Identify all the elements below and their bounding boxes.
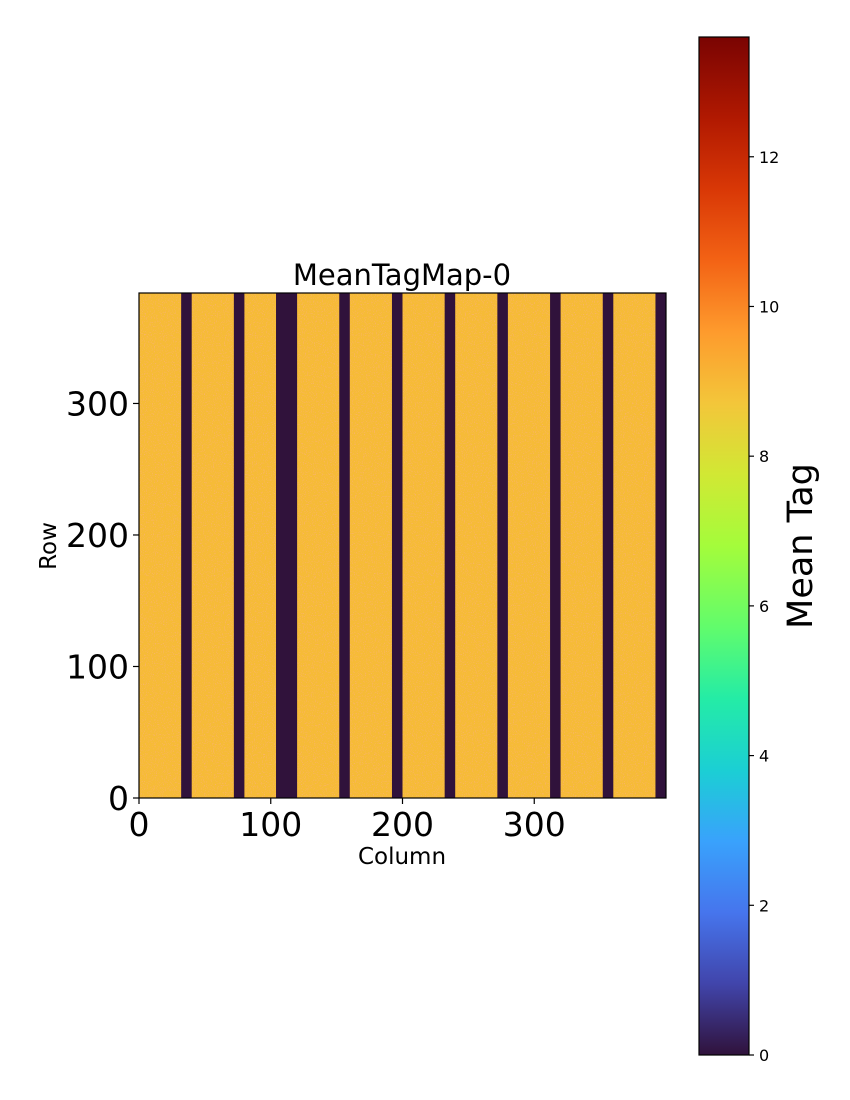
zero-column-band xyxy=(655,293,666,798)
colorbar-tick-label: 10 xyxy=(759,297,779,316)
colorbar-label: Mean Tag xyxy=(781,463,821,629)
x-axis-label: Column xyxy=(358,844,446,870)
zero-column-band xyxy=(391,293,403,798)
zero-column-band xyxy=(276,293,298,798)
zero-column-band xyxy=(602,293,614,798)
colorbar-ticks: 0 2 4 6 8 10 12 xyxy=(749,148,779,1065)
y-tick-label: 200 xyxy=(66,516,129,555)
zero-columns xyxy=(181,293,666,798)
colorbar-tick-label: 12 xyxy=(759,148,779,167)
zero-column-band xyxy=(550,293,561,798)
x-tick-label: 300 xyxy=(503,805,566,844)
colorbar-tick-label: 2 xyxy=(759,896,769,915)
zero-column-band xyxy=(233,293,245,798)
zero-column-band xyxy=(339,293,350,798)
zero-column-band xyxy=(444,293,456,798)
colorbar-tick-label: 4 xyxy=(759,747,769,766)
zero-column-band xyxy=(181,293,192,798)
x-tick-label: 0 xyxy=(129,805,150,844)
heatmap xyxy=(139,293,666,798)
y-tick-label: 300 xyxy=(66,384,129,423)
colorbar-tick-label: 6 xyxy=(759,597,769,616)
x-tick-label: 200 xyxy=(371,805,434,844)
x-tick-label: 100 xyxy=(239,805,302,844)
zero-column-band xyxy=(497,293,508,798)
y-axis: 0 100 200 300 xyxy=(66,384,139,818)
y-tick-label: 100 xyxy=(66,647,129,686)
chart-title: MeanTagMap-0 xyxy=(293,258,511,292)
x-axis: 0 100 200 300 xyxy=(129,798,566,844)
y-axis-label: Row xyxy=(36,522,62,570)
colorbar xyxy=(698,36,750,1056)
colorbar-tick-label: 8 xyxy=(759,447,769,466)
colorbar-tick-label: 0 xyxy=(759,1046,769,1065)
y-tick-label: 0 xyxy=(108,779,129,818)
